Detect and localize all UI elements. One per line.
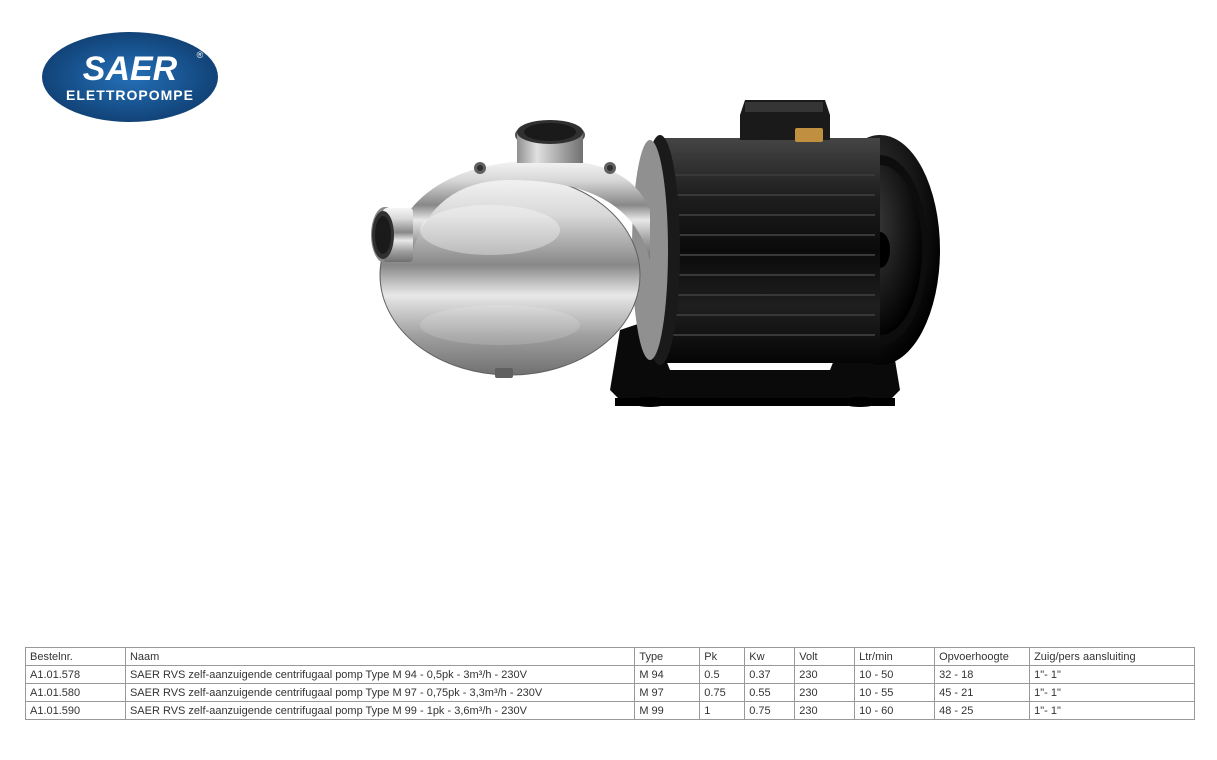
brand-logo: SAER ® ELETTROPOMPE [40, 30, 220, 125]
header-kw: Kw [745, 648, 795, 666]
cell-type: M 94 [635, 666, 700, 684]
cell-opvoer: 32 - 18 [935, 666, 1030, 684]
cell-naam: SAER RVS zelf-aanzuigende centrifugaal p… [125, 702, 634, 720]
cell-zuig: 1"- 1" [1030, 684, 1195, 702]
header-zuigpers: Zuig/pers aansluiting [1030, 648, 1195, 666]
header-bestelnr: Bestelnr. [26, 648, 126, 666]
product-image [350, 80, 970, 460]
cell-zuig: 1"- 1" [1030, 702, 1195, 720]
cell-kw: 0.37 [745, 666, 795, 684]
header-ltrmin: Ltr/min [855, 648, 935, 666]
table-row: A1.01.578 SAER RVS zelf-aanzuigende cent… [26, 666, 1195, 684]
cell-zuig: 1"- 1" [1030, 666, 1195, 684]
cell-opvoer: 45 - 21 [935, 684, 1030, 702]
cell-volt: 230 [795, 666, 855, 684]
table-row: A1.01.590 SAER RVS zelf-aanzuigende cent… [26, 702, 1195, 720]
cell-bestelnr: A1.01.590 [26, 702, 126, 720]
cell-ltrmin: 10 - 50 [855, 666, 935, 684]
cell-pk: 0.5 [700, 666, 745, 684]
cell-type: M 99 [635, 702, 700, 720]
header-type: Type [635, 648, 700, 666]
cell-ltrmin: 10 - 60 [855, 702, 935, 720]
cell-type: M 97 [635, 684, 700, 702]
cell-bestelnr: A1.01.578 [26, 666, 126, 684]
cell-pk: 0.75 [700, 684, 745, 702]
cell-ltrmin: 10 - 55 [855, 684, 935, 702]
header-opvoerhoogte: Opvoerhoogte [935, 648, 1030, 666]
header-pk: Pk [700, 648, 745, 666]
logo-registered: ® [197, 50, 204, 60]
cell-volt: 230 [795, 684, 855, 702]
table-row: A1.01.580 SAER RVS zelf-aanzuigende cent… [26, 684, 1195, 702]
pump-illustration [350, 80, 970, 460]
cell-kw: 0.55 [745, 684, 795, 702]
logo-brand-text: SAER [83, 50, 178, 88]
cell-pk: 1 [700, 702, 745, 720]
cell-naam: SAER RVS zelf-aanzuigende centrifugaal p… [125, 684, 634, 702]
logo-subtitle: ELETTROPOMPE [66, 87, 194, 103]
header-volt: Volt [795, 648, 855, 666]
cell-bestelnr: A1.01.580 [26, 684, 126, 702]
cell-opvoer: 48 - 25 [935, 702, 1030, 720]
table-header-row: Bestelnr. Naam Type Pk Kw Volt Ltr/min O… [26, 648, 1195, 666]
header-naam: Naam [125, 648, 634, 666]
cell-naam: SAER RVS zelf-aanzuigende centrifugaal p… [125, 666, 634, 684]
cell-volt: 230 [795, 702, 855, 720]
logo-svg: SAER ® ELETTROPOMPE [40, 30, 220, 125]
cell-kw: 0.75 [745, 702, 795, 720]
specifications-table: Bestelnr. Naam Type Pk Kw Volt Ltr/min O… [25, 647, 1195, 720]
